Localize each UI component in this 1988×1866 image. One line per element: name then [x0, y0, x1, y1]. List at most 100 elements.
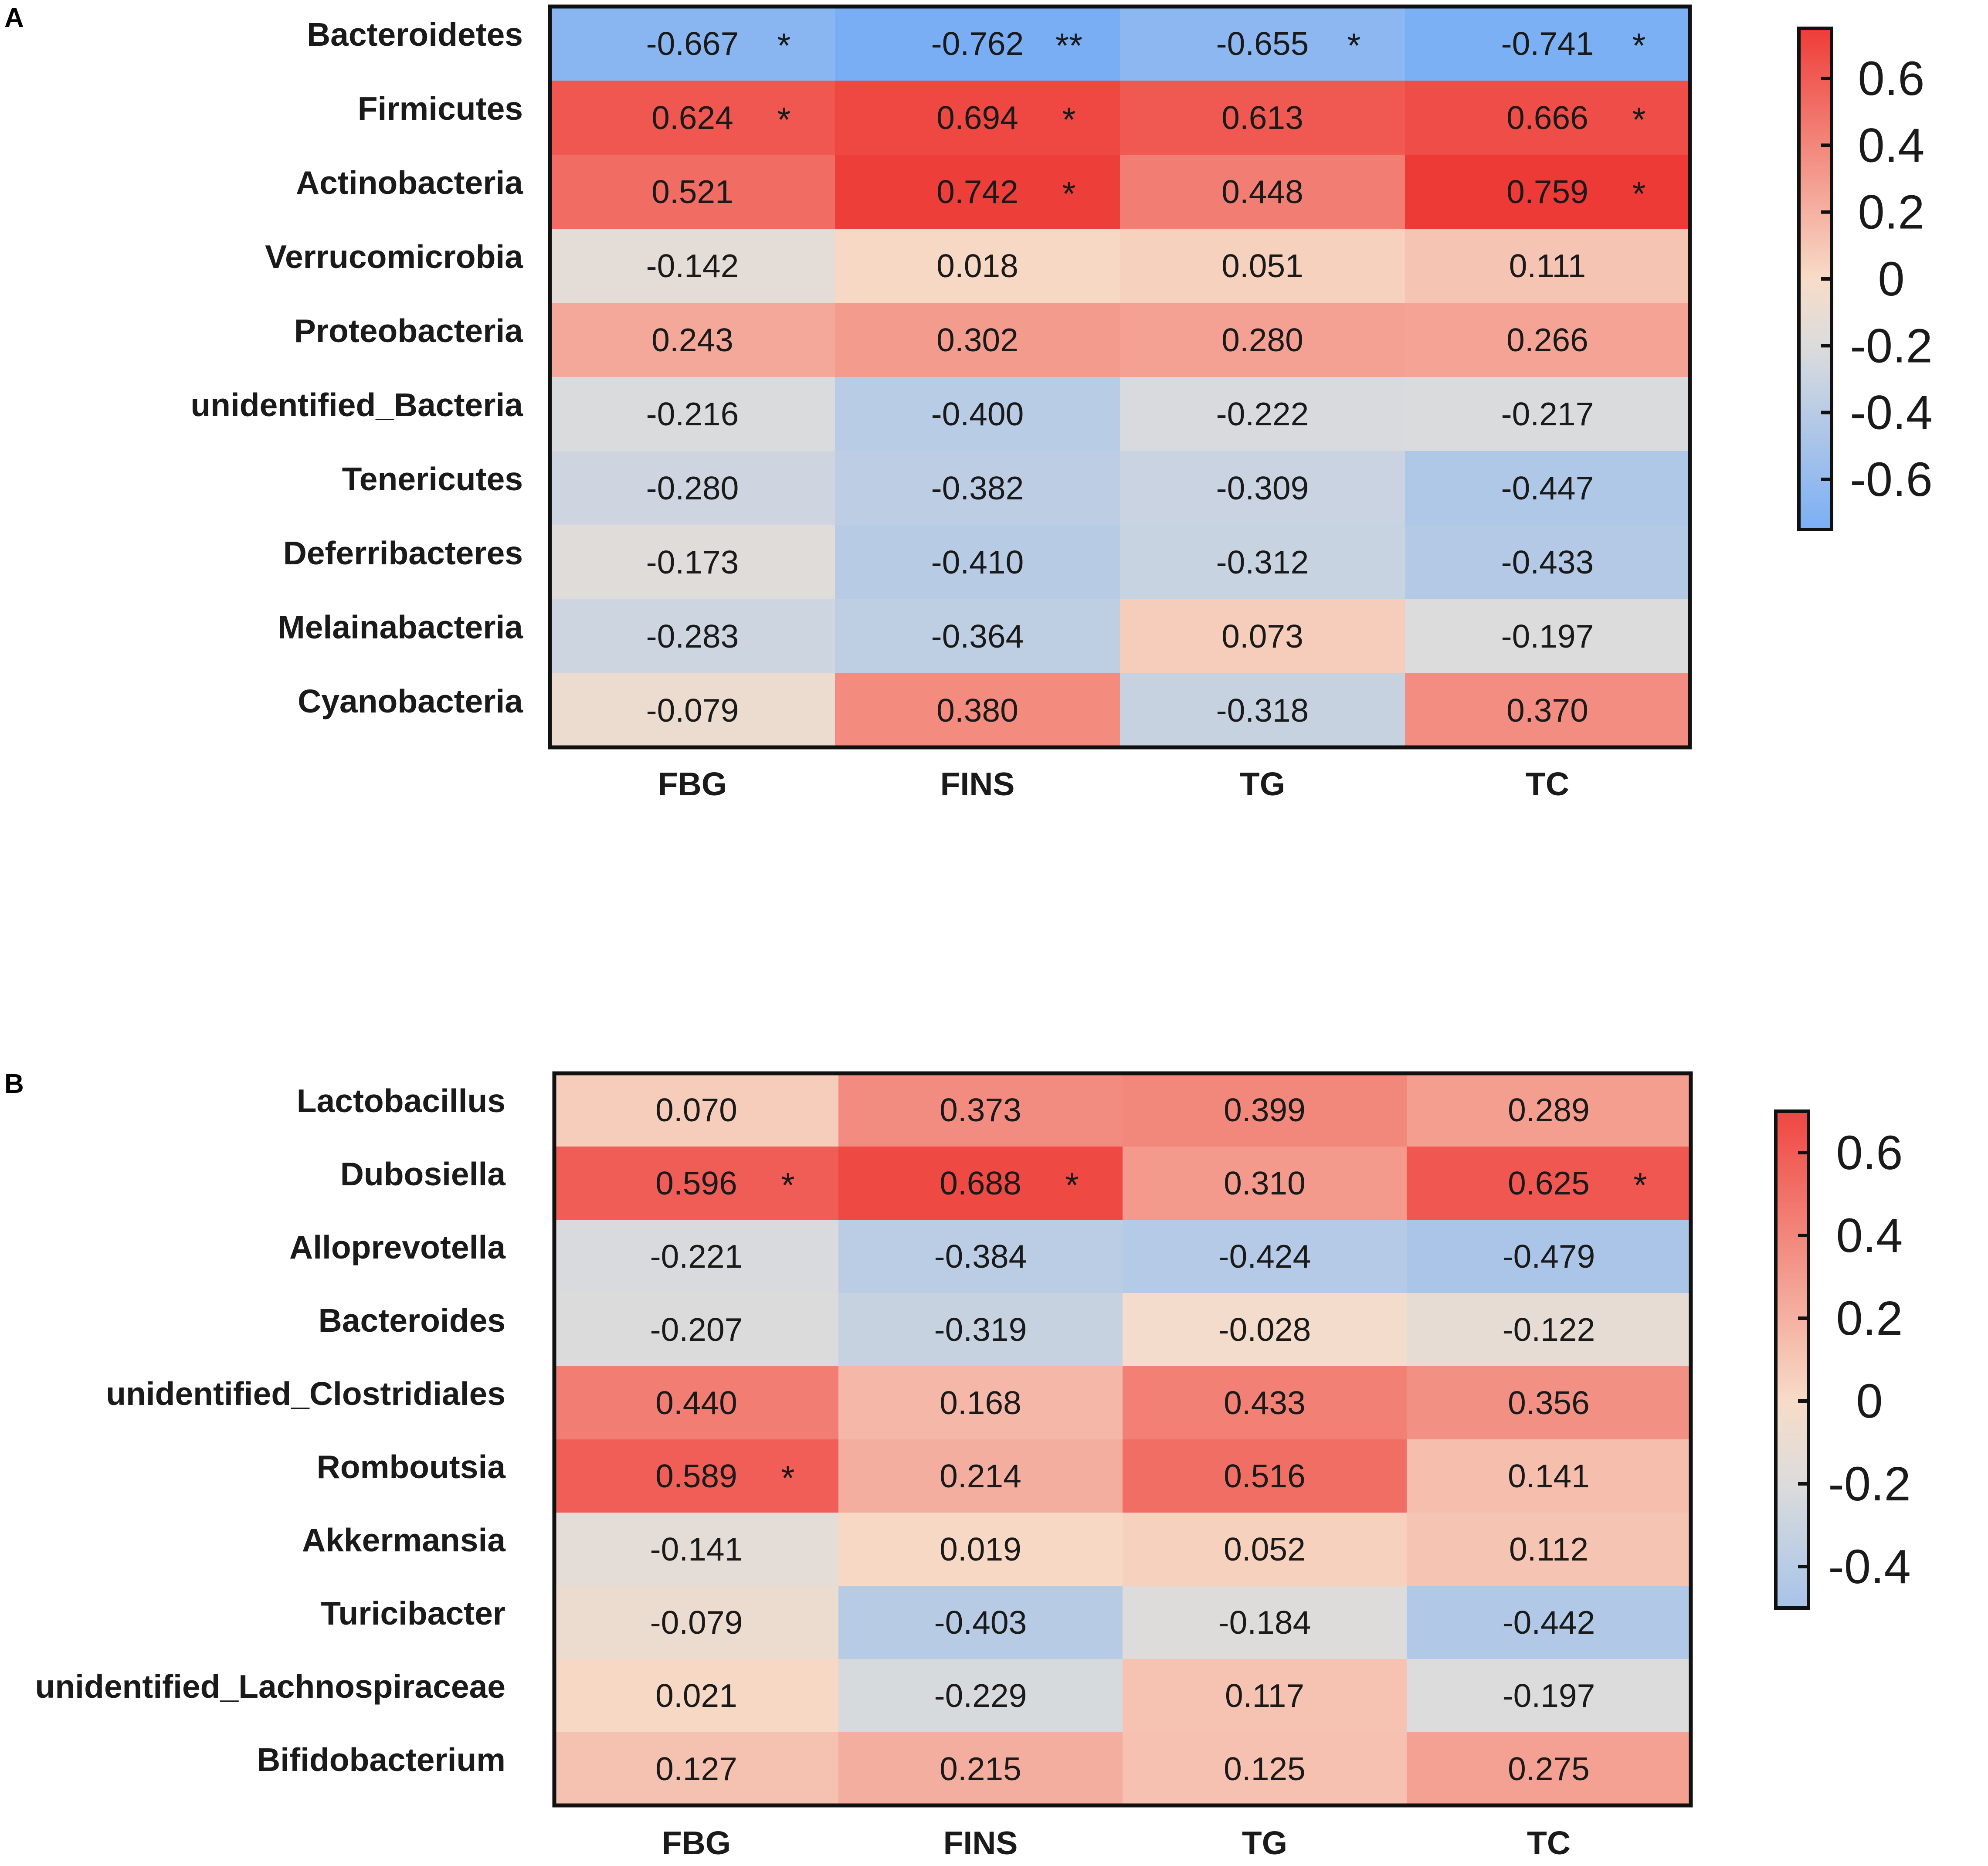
cell-value-label: -0.447: [1501, 470, 1594, 506]
row-label: Tenericutes: [342, 461, 523, 497]
cell-value-label: -0.229: [934, 1677, 1027, 1714]
heatmap-cell: [838, 1147, 1123, 1220]
cell-value-label: 0.399: [1224, 1092, 1306, 1128]
heatmap-cell: [1407, 1732, 1691, 1805]
heatmap-cell: [1120, 229, 1405, 303]
column-label: TG: [1240, 766, 1285, 802]
cell-value-label: -0.384: [934, 1238, 1027, 1275]
cell-value-label: -0.667: [646, 25, 739, 62]
cell-value-label: 0.019: [940, 1531, 1021, 1567]
heatmap-cell: [835, 7, 1120, 81]
significance-marker: *: [1347, 26, 1360, 65]
cell-value-label: 0.168: [940, 1384, 1021, 1421]
heatmap-cell: [1120, 673, 1405, 747]
heatmap-cell: [554, 1513, 838, 1586]
colorbar-tick-label: 0.2: [1858, 186, 1925, 239]
cell-value-label: -0.762: [931, 25, 1024, 62]
significance-marker: *: [1632, 26, 1645, 65]
heatmap-cell: [838, 1366, 1123, 1439]
heatmap-cell: [1120, 155, 1405, 229]
row-label: Bacteroidetes: [307, 16, 523, 53]
cell-value-label: 0.073: [1221, 618, 1303, 655]
heatmap-cell: [1405, 303, 1690, 377]
significance-marker: *: [777, 26, 790, 65]
heatmap-cell: [1407, 1220, 1691, 1293]
heatmap-cell: [550, 303, 835, 377]
heatmap-cell: [838, 1073, 1123, 1147]
heatmap-cell: [1120, 7, 1405, 81]
cell-value-label: -0.173: [646, 544, 739, 580]
row-label: unidentified_Clostridiales: [106, 1375, 505, 1412]
colorbar-tick-label: 0: [1856, 1374, 1883, 1428]
heatmap-cell: [1123, 1073, 1407, 1147]
cell-value-label: 0.243: [651, 322, 733, 358]
colorbar-tick-label: -0.4: [1850, 386, 1933, 440]
heatmap-cell: [835, 303, 1120, 377]
cell-value-label: 0.111: [1509, 248, 1586, 284]
row-label: Actinobacteria: [296, 164, 523, 201]
heatmap-cell: [554, 1586, 838, 1659]
heatmap-cell: [554, 1659, 838, 1732]
significance-marker: *: [1632, 174, 1645, 213]
heatmap-border: [552, 1071, 1693, 1808]
cell-value-label: -0.400: [931, 396, 1024, 432]
heatmap-cell: [550, 7, 835, 81]
significance-marker: *: [1065, 1166, 1079, 1204]
cell-value-label: -0.318: [1216, 692, 1309, 729]
colorbar: [1774, 1109, 1810, 1610]
panel-letter: B: [4, 1069, 24, 1099]
heatmap-cell: [838, 1513, 1123, 1586]
cell-value-label: 0.141: [1508, 1458, 1590, 1494]
heatmap-cell: [1407, 1147, 1691, 1220]
cell-value-label: 0.589: [655, 1458, 737, 1494]
row-label: Romboutsia: [317, 1449, 506, 1485]
cell-value-label: -0.197: [1503, 1677, 1595, 1714]
heatmap-cell: [1407, 1439, 1691, 1513]
column-label: FBG: [662, 1825, 731, 1861]
heatmap-cell: [550, 673, 835, 747]
cell-value-label: -0.142: [646, 248, 739, 284]
cell-value-label: 0.052: [1224, 1531, 1306, 1567]
row-label: Lactobacillus: [297, 1082, 505, 1119]
heatmap-cell: [1123, 1586, 1407, 1659]
cell-value-label: -0.424: [1218, 1238, 1311, 1275]
cell-value-label: -0.216: [646, 396, 739, 432]
significance-marker: *: [781, 1166, 794, 1204]
significance-marker: *: [781, 1459, 794, 1497]
heatmap-cell: [550, 451, 835, 525]
row-label: Proteobacteria: [294, 312, 523, 349]
cell-value-label: -0.197: [1501, 618, 1594, 655]
heatmap-cell: [554, 1073, 838, 1147]
cell-value-label: 0.440: [655, 1384, 737, 1421]
cell-value-label: -0.655: [1216, 25, 1309, 62]
heatmap-cell: [1405, 673, 1690, 747]
heatmap-cell: [838, 1220, 1123, 1293]
colorbar-tick-label: 0.4: [1836, 1209, 1903, 1262]
heatmap-cell: [1123, 1513, 1407, 1586]
cell-value-label: 0.694: [936, 99, 1018, 136]
heatmap-cell: [838, 1586, 1123, 1659]
cell-value-label: 0.215: [940, 1751, 1021, 1787]
colorbar-tick-label: -0.4: [1828, 1540, 1911, 1594]
cell-value-label: -0.741: [1501, 25, 1594, 62]
heatmap-cell: [835, 377, 1120, 451]
row-label: Deferribacteres: [283, 535, 523, 571]
cell-value-label: 0.516: [1224, 1458, 1306, 1494]
cell-value-label: -0.403: [934, 1604, 1027, 1641]
cell-value-label: 0.021: [655, 1677, 737, 1714]
heatmap-cell: [838, 1732, 1123, 1805]
cell-value-label: 0.214: [940, 1458, 1021, 1494]
row-label: Akkermansia: [302, 1522, 506, 1558]
cell-value-label: 0.448: [1221, 173, 1303, 210]
heatmap-cell: [1123, 1439, 1407, 1513]
heatmap-cell: [1405, 155, 1690, 229]
panel-b: B 0.070 0.373 0.399 0.289 0.596 * 0.688 * 0.310 0.…: [4, 1069, 1911, 1861]
cell-value-label: 0.624: [651, 99, 733, 136]
cell-value-label: 0.302: [936, 322, 1018, 358]
heatmap-cell: [1405, 81, 1690, 155]
colorbar-tick-label: 0: [1878, 252, 1904, 306]
column-label: TC: [1527, 1825, 1571, 1861]
cell-value-label: 0.356: [1508, 1384, 1590, 1421]
heatmap-cell: [1120, 377, 1405, 451]
heatmap-cell: [1405, 525, 1690, 599]
